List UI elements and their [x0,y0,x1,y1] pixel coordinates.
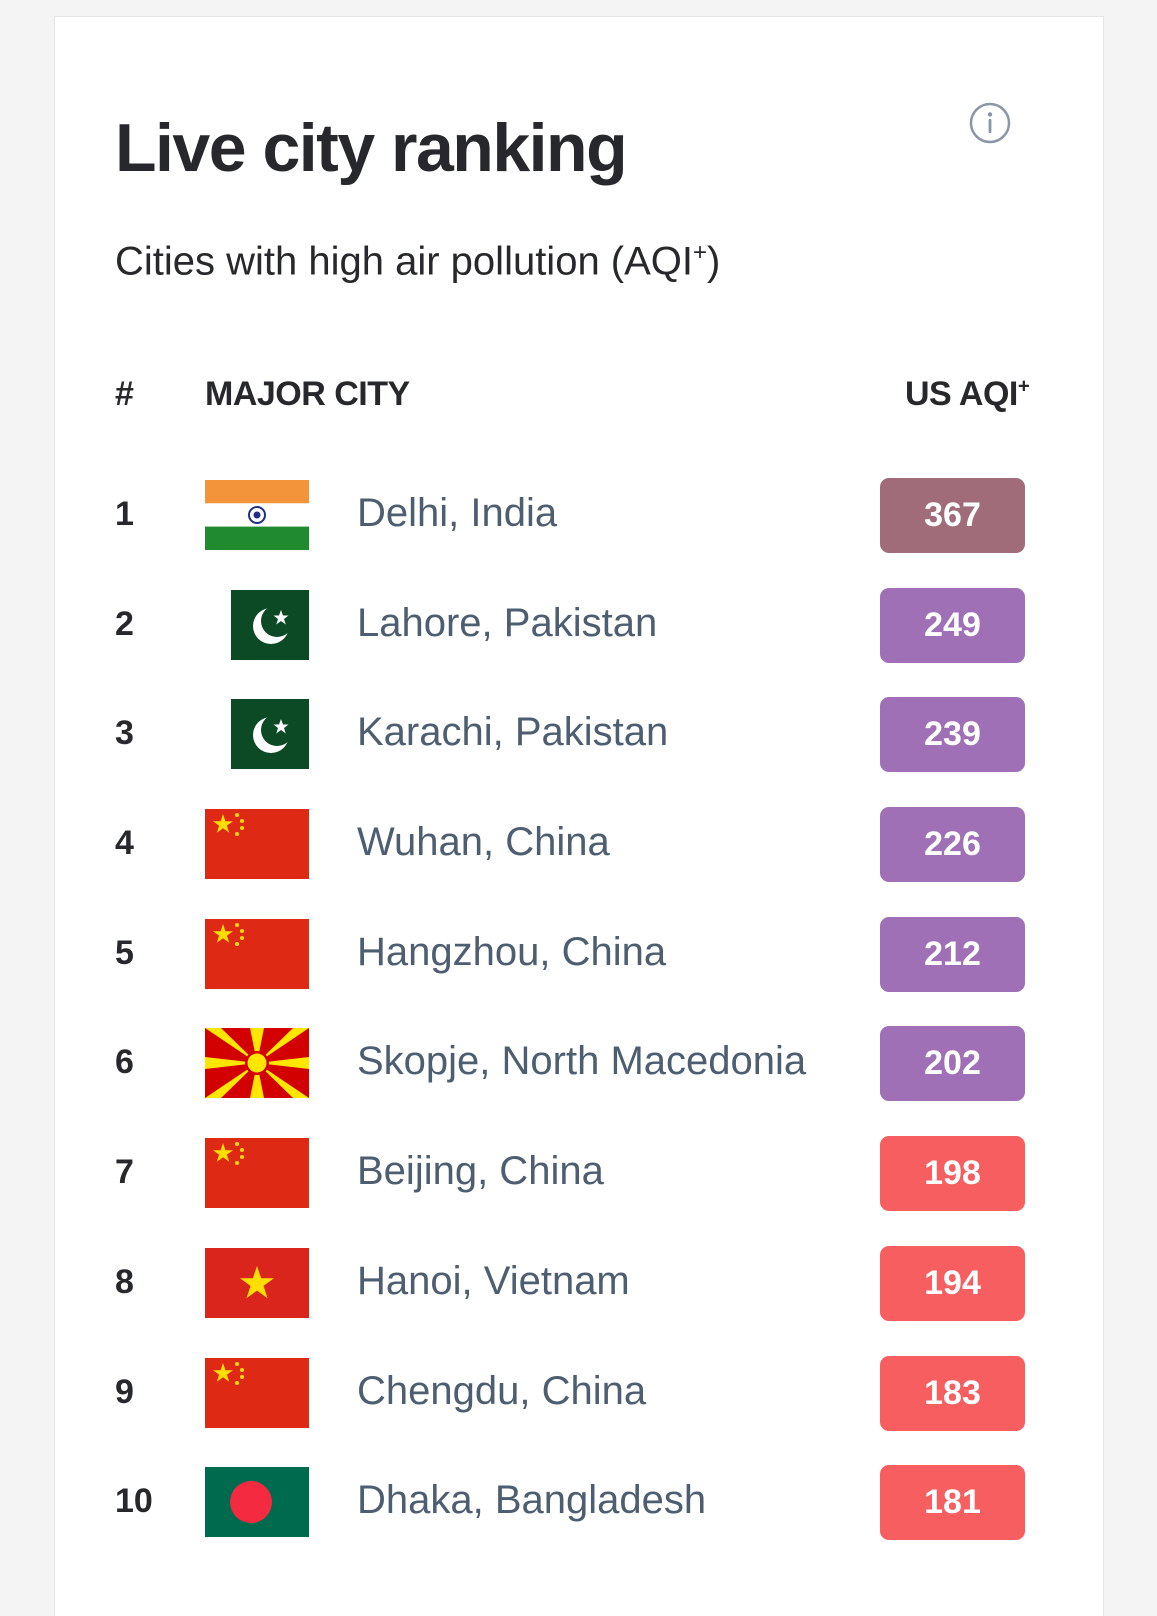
city-name[interactable]: Dhaka, Bangladesh [357,1478,707,1523]
pakistan-flag-icon [231,589,309,660]
rank-number: 8 [115,1262,134,1301]
table-row[interactable]: 2 Lahore, Pakistan 249 [55,571,1105,681]
aqi-badge: 194 [880,1245,1025,1321]
india-flag-icon [205,480,309,550]
city-name[interactable]: Hanoi, Vietnam [357,1258,630,1303]
rank-number: 1 [115,495,134,533]
rank-number: 4 [115,824,134,863]
page-title: Live city ranking [115,110,628,186]
table-row[interactable]: 5 Hangzhou, China 212 [55,900,1105,1010]
rank-number: 5 [115,933,134,972]
rank-number: 9 [115,1372,134,1411]
city-name[interactable]: Lahore, Pakistan [357,600,658,645]
table-row[interactable]: 4 Wuhan, China 226 [55,790,1105,900]
china-flag-icon [205,1357,309,1428]
city-name[interactable]: Delhi, India [357,491,558,535]
rank-number: 2 [115,604,134,643]
table-row[interactable]: 6 Skopje, North Macedonia 202 [55,1009,1105,1119]
aqi-badge: 239 [880,697,1025,773]
column-header-rank: # [115,375,134,413]
bangladesh-flag-icon [205,1467,309,1538]
table-row[interactable]: 10 Dhaka, Bangladesh 181 [55,1448,1105,1558]
subtitle: Cities with high air pollution (AQI+) [115,239,721,284]
rank-number: 6 [115,1043,134,1082]
aqi-badge: 226 [880,807,1025,883]
city-name[interactable]: Hangzhou, China [357,929,667,974]
column-header-aqi: US AQI+ [905,375,1030,413]
aqi-badge: 367 [880,478,1025,553]
city-name[interactable]: Wuhan, China [357,820,610,865]
vietnam-flag-icon [205,1247,309,1318]
aqi-badge: 198 [880,1136,1025,1212]
aqi-badge: 181 [880,1465,1025,1541]
table-row[interactable]: 3 Karachi, Pakistan 239 [55,680,1105,790]
table-row[interactable]: 8 Hanoi, Vietnam 194 [55,1229,1105,1339]
aqi-badge: 202 [880,1026,1025,1102]
city-ranking-card: Live city ranking Cities with high air p… [54,16,1104,1616]
china-flag-icon [205,1138,309,1209]
ranking-list: 1 Delhi, India 367 2 Lahore, Pakistan 249 3 Kar… [55,461,1105,1558]
aqi-badge: 212 [880,916,1025,992]
pakistan-flag-icon [231,699,309,770]
north-macedonia-flag-icon [205,1028,309,1099]
rank-number: 3 [115,714,134,753]
city-name[interactable]: Chengdu, China [357,1368,647,1413]
table-row[interactable]: 7 Beijing, China 198 [55,1119,1105,1229]
info-circle-icon[interactable] [969,102,1011,144]
aqi-badge: 183 [880,1355,1025,1431]
city-name[interactable]: Skopje, North Macedonia [357,1039,807,1084]
china-flag-icon [205,809,309,880]
column-header-city: MAJOR CITY [205,375,410,413]
table-row[interactable]: 1 Delhi, India 367 [55,461,1105,571]
city-name[interactable]: Karachi, Pakistan [357,710,669,755]
city-name[interactable]: Beijing, China [357,1149,604,1194]
rank-number: 10 [115,1482,153,1521]
rank-number: 7 [115,1153,134,1192]
table-row[interactable]: 9 Chengdu, China 183 [55,1339,1105,1449]
china-flag-icon [205,918,309,989]
aqi-badge: 249 [880,587,1025,663]
